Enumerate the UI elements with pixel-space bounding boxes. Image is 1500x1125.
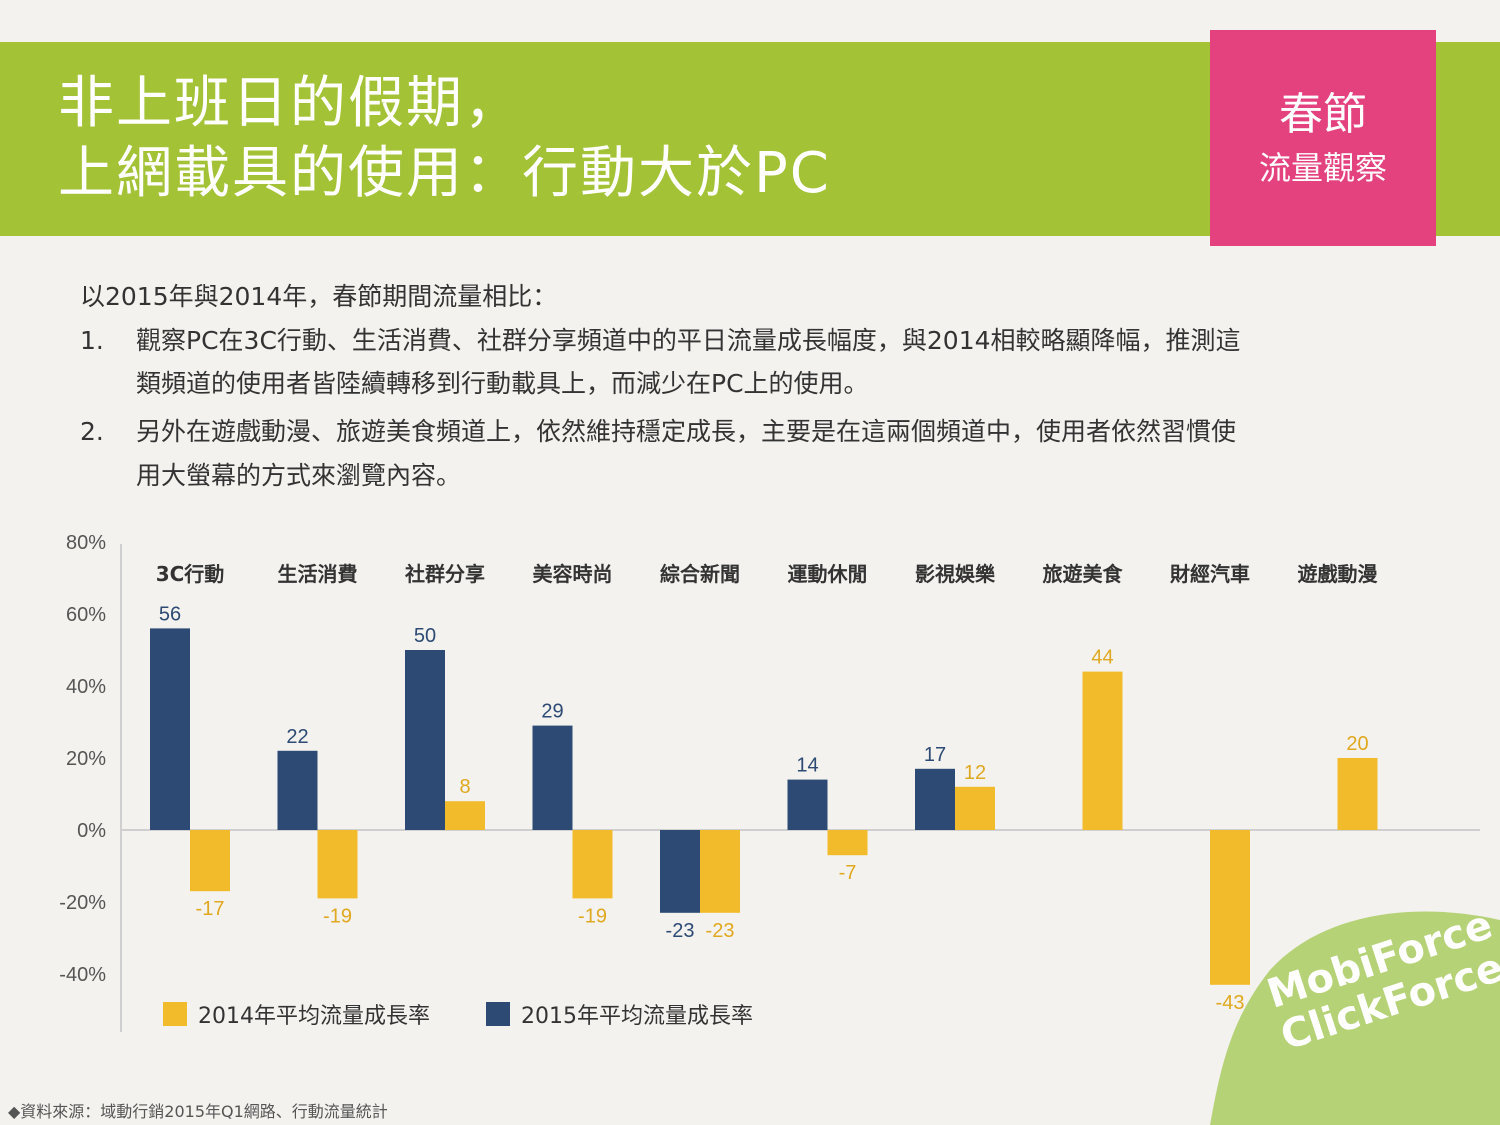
data-label: 50: [414, 625, 436, 647]
category-label: 財經汽車: [1170, 562, 1250, 586]
data-label: -19: [323, 905, 352, 927]
data-label: -23: [706, 920, 735, 942]
data-label: -7: [839, 862, 857, 884]
y-tick-label: 0%: [77, 820, 106, 842]
data-label: -43: [1216, 992, 1245, 1014]
category-label: 遊戲動漫: [1298, 562, 1379, 586]
y-tick-label: -40%: [59, 964, 106, 986]
bar-2014: [955, 786, 995, 830]
y-tick-label: 60%: [66, 604, 106, 626]
logo-background: [1210, 911, 1500, 1125]
bar-2014: [445, 801, 485, 830]
bar-2014: [1210, 830, 1250, 985]
category-label: 運動休閒: [788, 562, 868, 586]
bar-2014: [572, 830, 613, 899]
topic-tag-subtitle: 流量觀察: [1258, 149, 1387, 187]
data-label: 14: [796, 755, 818, 777]
data-label: -17: [196, 898, 225, 920]
category-label: 旅遊美食: [1043, 562, 1124, 586]
legend-swatch: [486, 1002, 510, 1026]
item-1-line-2: 類頻道的使用者皆陸續轉移到行動載具上，而減少在PC上的使用。: [136, 369, 869, 398]
bar-2014: [1337, 758, 1378, 830]
bar-2014: [190, 830, 230, 892]
y-tick-label: 40%: [66, 676, 106, 698]
slide-title-line-2: 上網載具的使用：行動大於PC: [58, 141, 831, 206]
intro-text: 以2015年與2014年，春節期間流量相比：: [80, 282, 558, 311]
slide-title-line-1: 非上班日的假期，: [58, 71, 522, 136]
bar-chart: 80% 60% 40% 20% 0% -20% -40% 3C行動 生活消費 社群分享 美容時尚 綜…: [59, 532, 1480, 1032]
y-tick-label: 80%: [66, 532, 106, 554]
category-label: 影視娛樂: [915, 562, 996, 586]
data-label: 12: [964, 762, 986, 784]
topic-tag: 春節 流量觀察: [1210, 30, 1436, 246]
category-label: 社群分享: [404, 562, 485, 586]
category-label: 美容時尚: [533, 562, 613, 586]
item-2-number: 2.: [80, 417, 104, 446]
bar-2015: [532, 725, 573, 830]
data-label: -23: [666, 920, 695, 942]
bar-2014: [700, 830, 740, 913]
y-tick-label: -20%: [59, 892, 106, 914]
item-1-line-1: 觀察PC在3C行動、生活消費、社群分享頻道中的平日流量成長幅度，與2014相較略…: [136, 326, 1241, 355]
item-2-line-1: 另外在遊戲動漫、旅遊美食頻道上，依然維持穩定成長，主要是在這兩個頻道中，使用者依…: [136, 417, 1237, 446]
topic-tag-title: 春節: [1279, 89, 1367, 140]
bar-2014: [317, 830, 358, 899]
bar-2015: [787, 779, 828, 830]
category-label: 3C行動: [156, 562, 225, 586]
bar-2015: [405, 650, 445, 830]
data-label: 29: [541, 701, 563, 723]
bar-2014: [1082, 671, 1123, 830]
data-label: 20: [1346, 733, 1368, 755]
data-label: 8: [459, 776, 470, 798]
bar-2015: [915, 768, 955, 830]
data-label: 44: [1091, 647, 1113, 669]
legend-label: 2014年平均流量成長率: [198, 1004, 430, 1029]
category-label: 生活消費: [278, 562, 358, 586]
legend-swatch: [163, 1002, 187, 1026]
category-label: 綜合新聞: [660, 562, 740, 586]
item-2-line-2: 用大螢幕的方式來瀏覽內容。: [136, 461, 462, 490]
bar-2014: [827, 830, 868, 856]
item-1-number: 1.: [80, 326, 104, 355]
legend-label: 2015年平均流量成長率: [521, 1004, 753, 1029]
data-label: -19: [578, 905, 607, 927]
data-label: 56: [159, 603, 181, 625]
data-label: 17: [924, 744, 946, 766]
y-tick-label: 20%: [66, 748, 106, 770]
bar-2015: [277, 750, 318, 830]
source-note: ◆資料來源：域動行銷2015年Q1網路、行動流量統計: [8, 1102, 388, 1121]
bar-2015: [150, 628, 190, 830]
data-label: 22: [286, 726, 308, 748]
bar-2015: [660, 830, 700, 913]
